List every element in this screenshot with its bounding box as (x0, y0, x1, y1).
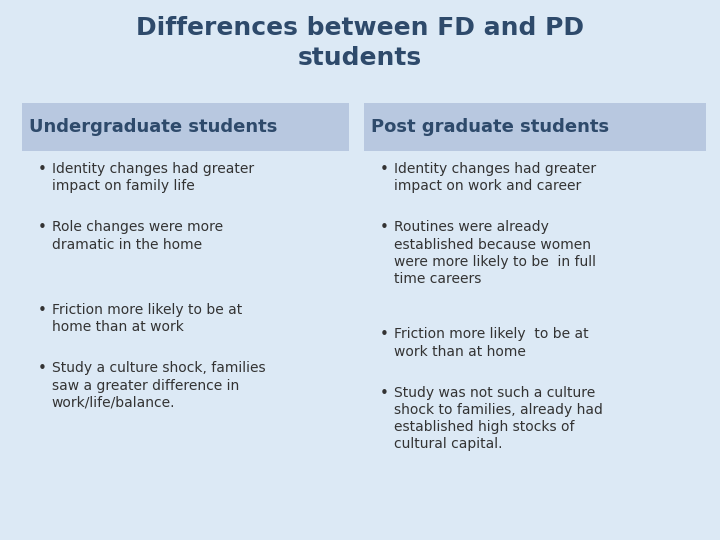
Text: Study was not such a culture
shock to families, already had
established high sto: Study was not such a culture shock to fa… (394, 386, 603, 451)
Text: •: • (379, 327, 388, 342)
Text: •: • (37, 361, 46, 376)
Text: •: • (379, 220, 388, 235)
Text: •: • (379, 162, 388, 177)
Text: Friction more likely  to be at
work than at home: Friction more likely to be at work than … (394, 327, 588, 359)
Text: Identity changes had greater
impact on family life: Identity changes had greater impact on f… (52, 162, 254, 193)
Text: Differences between FD and PD
students: Differences between FD and PD students (136, 16, 584, 70)
Text: •: • (37, 220, 46, 235)
Text: Post graduate students: Post graduate students (371, 118, 609, 136)
Text: •: • (37, 303, 46, 318)
Text: •: • (37, 162, 46, 177)
Text: Undergraduate students: Undergraduate students (29, 118, 277, 136)
Text: Identity changes had greater
impact on work and career: Identity changes had greater impact on w… (394, 162, 596, 193)
Text: Friction more likely to be at
home than at work: Friction more likely to be at home than … (52, 303, 242, 334)
FancyBboxPatch shape (364, 103, 706, 151)
Text: Routines were already
established because women
were more likely to be  in full
: Routines were already established becaus… (394, 220, 596, 286)
FancyBboxPatch shape (22, 103, 349, 151)
Text: Role changes were more
dramatic in the home: Role changes were more dramatic in the h… (52, 220, 223, 252)
Text: •: • (379, 386, 388, 401)
Text: Study a culture shock, families
saw a greater difference in
work/life/balance.: Study a culture shock, families saw a gr… (52, 361, 266, 410)
